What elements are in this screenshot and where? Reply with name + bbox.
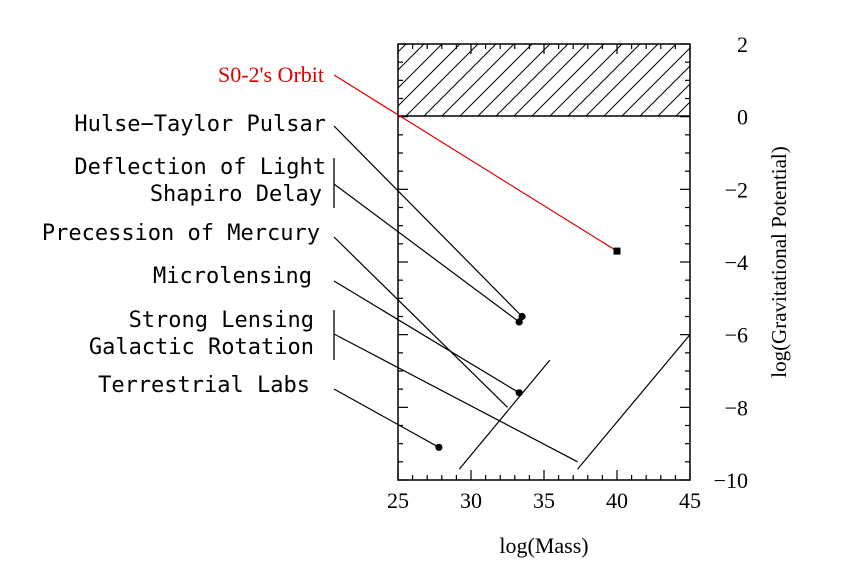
annotation-label: Microlensing	[153, 264, 312, 289]
data-point	[435, 443, 443, 451]
annotation-labels: S0-2's Orbit Hulse−Taylor Pulsar Deflectio…	[42, 62, 326, 398]
data-point	[515, 389, 523, 397]
annotation-label: S0-2's Orbit	[218, 62, 324, 87]
annotation-label: Terrestrial Labs	[98, 373, 310, 398]
x-tick-label: 40	[606, 488, 628, 513]
data-point-square	[613, 247, 621, 255]
limit-line	[577, 334, 691, 470]
limit-lines	[458, 334, 691, 470]
data-point	[518, 312, 526, 321]
axis-ticks	[397, 43, 691, 481]
leader-line	[333, 74, 618, 252]
limit-line	[458, 359, 551, 470]
leader-line	[333, 125, 523, 317]
annotation-label: Deflection of Light	[74, 155, 326, 180]
x-tick-label: 45	[679, 488, 701, 513]
annotation-label: Shapiro Delay	[150, 182, 322, 207]
x-tick-label: 30	[460, 488, 482, 513]
hatched-region	[398, 44, 690, 116]
y-tick-labels: 2 0 −2 −4 −6 −8 −10	[714, 32, 748, 493]
leader-lines	[333, 74, 618, 463]
leader-line	[333, 280, 520, 394]
annotation-label: Hulse−Taylor Pulsar	[74, 112, 326, 137]
leader-line	[333, 183, 520, 323]
x-tick-labels: 25 30 35 40 45	[387, 488, 701, 513]
y-tick-label: 0	[737, 105, 748, 130]
annotation-label: Precession of Mercury	[42, 221, 320, 246]
leader-line	[333, 236, 508, 408]
y-tick-label: −4	[725, 250, 748, 275]
y-tick-label: 2	[737, 32, 748, 57]
data-point	[515, 318, 523, 326]
y-tick-label: −6	[725, 323, 748, 348]
y-tick-label: −2	[725, 177, 748, 202]
x-axis-label: log(Mass)	[499, 533, 588, 558]
x-tick-label: 35	[533, 488, 555, 513]
y-tick-label: −8	[725, 395, 748, 420]
leader-line	[333, 333, 578, 463]
leader-line	[333, 388, 440, 448]
x-tick-label: 25	[387, 488, 409, 513]
annotation-label: Strong Lensing	[129, 308, 314, 333]
y-axis-label: log(Gravitational Potential)	[767, 146, 791, 378]
y-tick-label: −10	[714, 468, 748, 493]
data-points	[435, 247, 621, 451]
annotation-label: Galactic Rotation	[89, 335, 314, 360]
